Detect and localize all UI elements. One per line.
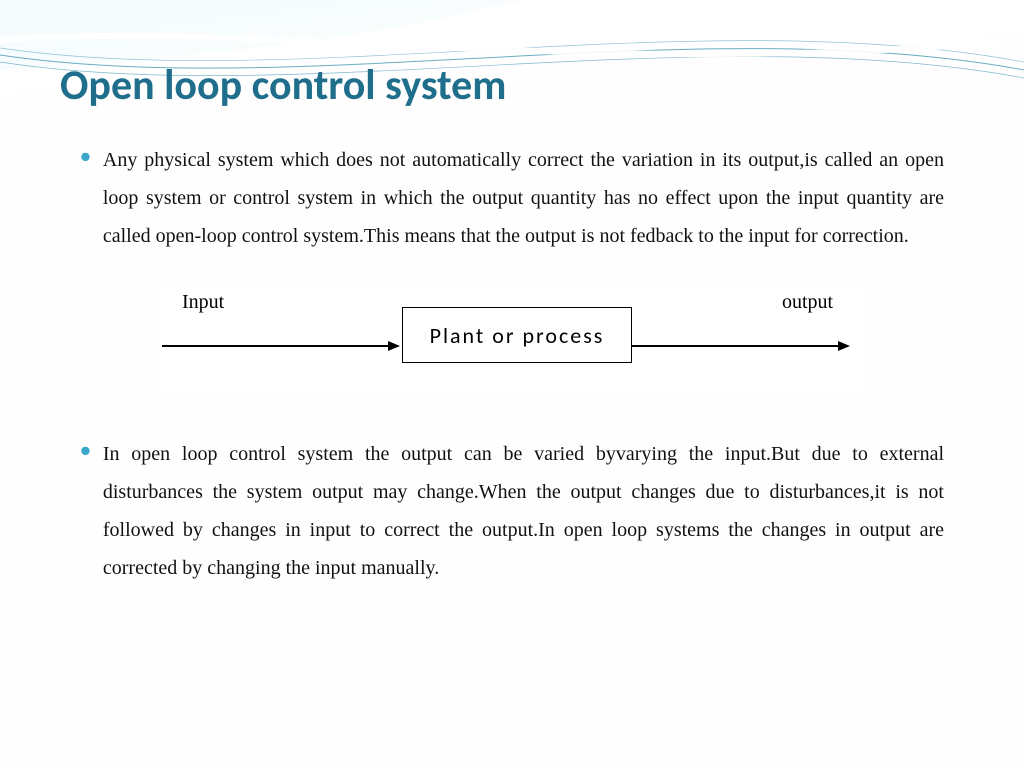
bullet-item: ● Any physical system which does not aut… <box>80 141 944 255</box>
diagram-label-output_label: output <box>782 291 833 314</box>
bullet-item: ● In open loop control system the output… <box>80 435 944 587</box>
bullet-icon: ● <box>80 439 91 587</box>
slide-content: Open loop control system ● Any physical … <box>0 0 1024 587</box>
diagram-box-plant_box: Plant or process <box>402 307 632 363</box>
diagram-arrow-head <box>838 341 850 351</box>
diagram-label-input_label: Input <box>182 291 224 314</box>
open-loop-diagram: Input Plant or process output <box>162 285 862 395</box>
diagram-arrow-line <box>162 345 390 347</box>
slide-title: Open loop control system <box>60 60 964 111</box>
paragraph-text: In open loop control system the output c… <box>103 435 944 587</box>
diagram-arrow-line <box>632 345 840 347</box>
paragraph-text: Any physical system which does not autom… <box>103 141 944 255</box>
diagram-container: Input Plant or process output <box>60 285 964 395</box>
diagram-arrow-head <box>388 341 400 351</box>
bullet-icon: ● <box>80 145 91 255</box>
